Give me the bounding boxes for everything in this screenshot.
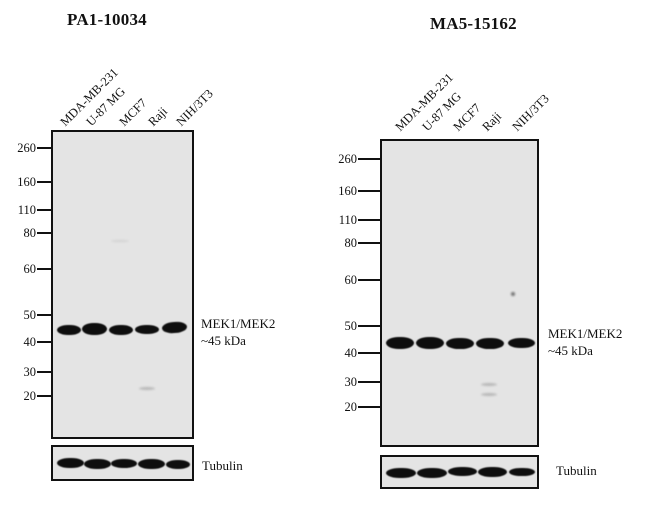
left-antibody-title: PA1-10034	[67, 10, 147, 29]
tubulin-band-lane-4	[138, 459, 165, 469]
mw-tick	[358, 352, 380, 354]
band-lane-4	[135, 325, 159, 334]
lane-label-mcf7: MCF7	[116, 95, 150, 129]
band-lane-5	[161, 321, 188, 334]
left-tubulin-blot	[51, 445, 194, 481]
mw-tick	[358, 190, 380, 192]
tubulin-band-lane-2	[417, 468, 447, 478]
mw-marker-160: 160	[17, 175, 36, 189]
mw-tick	[358, 279, 380, 281]
tubulin-band-lane-5	[166, 460, 190, 469]
mw-marker-110: 110	[338, 213, 357, 227]
band-lane-2	[82, 323, 107, 335]
mw-marker-80: 80	[344, 236, 358, 250]
tubulin-band-lane-3	[111, 459, 137, 468]
faint-spot	[111, 240, 129, 242]
lane-label-raji: Raji	[479, 109, 505, 134]
mw-tick	[37, 232, 51, 234]
mw-tick	[37, 395, 51, 397]
mw-tick	[358, 406, 380, 408]
right-target-size: ~45 kDa	[548, 343, 593, 358]
mw-marker-40: 40	[23, 335, 37, 349]
mw-marker-40: 40	[344, 346, 358, 360]
mw-marker-110: 110	[17, 203, 36, 217]
faint-band	[481, 393, 497, 396]
faint-spot	[511, 292, 515, 296]
right-antibody-title: MA5-15162	[430, 14, 517, 33]
tubulin-band-lane-2	[84, 459, 111, 469]
lane-label-nih3t3: NIH/3T3	[173, 86, 216, 129]
tubulin-band-lane-1	[386, 468, 416, 478]
band-lane-3	[446, 338, 474, 349]
mw-tick	[37, 341, 51, 343]
left-main-blot	[51, 130, 194, 439]
left-target-label: MEK1/MEK2 ~45 kDa	[201, 315, 275, 349]
left-target-name: MEK1/MEK2	[201, 316, 276, 331]
faint-band	[481, 383, 497, 386]
tubulin-band-lane-5	[509, 468, 535, 476]
left-loading-control-label: Tubulin	[202, 458, 243, 473]
band-lane-4	[476, 338, 504, 349]
band-lane-1	[386, 337, 414, 349]
mw-marker-80: 80	[23, 226, 37, 240]
mw-tick	[358, 325, 380, 327]
lane-label-nih3t3: NIH/3T3	[509, 91, 552, 134]
mw-marker-20: 20	[344, 400, 358, 414]
mw-marker-60: 60	[23, 262, 37, 276]
right-main-blot	[380, 139, 539, 447]
mw-marker-260: 260	[338, 152, 357, 166]
tubulin-band-lane-1	[57, 458, 84, 468]
right-target-label: MEK1/MEK2 ~45 kDa	[548, 325, 622, 359]
faint-band	[139, 387, 155, 390]
band-lane-1	[57, 325, 81, 335]
right-tubulin-blot	[380, 455, 539, 489]
mw-tick	[37, 181, 51, 183]
mw-tick	[37, 314, 51, 316]
band-lane-2	[416, 337, 444, 349]
right-loading-control-label: Tubulin	[556, 463, 597, 478]
tubulin-band-lane-3	[448, 467, 477, 476]
mw-tick	[358, 158, 380, 160]
mw-marker-30: 30	[23, 365, 37, 379]
tubulin-band-lane-4	[478, 467, 507, 477]
band-lane-5	[508, 338, 535, 348]
mw-marker-50: 50	[23, 308, 37, 322]
mw-tick	[37, 209, 51, 211]
mw-marker-20: 20	[23, 389, 37, 403]
band-lane-3	[109, 325, 133, 335]
mw-tick	[37, 371, 51, 373]
left-target-size: ~45 kDa	[201, 333, 246, 348]
mw-marker-260: 260	[17, 141, 36, 155]
mw-tick	[37, 147, 51, 149]
mw-marker-60: 60	[344, 273, 358, 287]
mw-marker-50: 50	[344, 319, 358, 333]
mw-marker-160: 160	[338, 184, 357, 198]
mw-tick	[37, 268, 51, 270]
mw-tick	[358, 381, 380, 383]
right-target-name: MEK1/MEK2	[548, 326, 623, 341]
mw-marker-30: 30	[344, 375, 358, 389]
mw-tick	[358, 242, 380, 244]
mw-tick	[358, 219, 380, 221]
lane-label-raji: Raji	[145, 104, 171, 129]
